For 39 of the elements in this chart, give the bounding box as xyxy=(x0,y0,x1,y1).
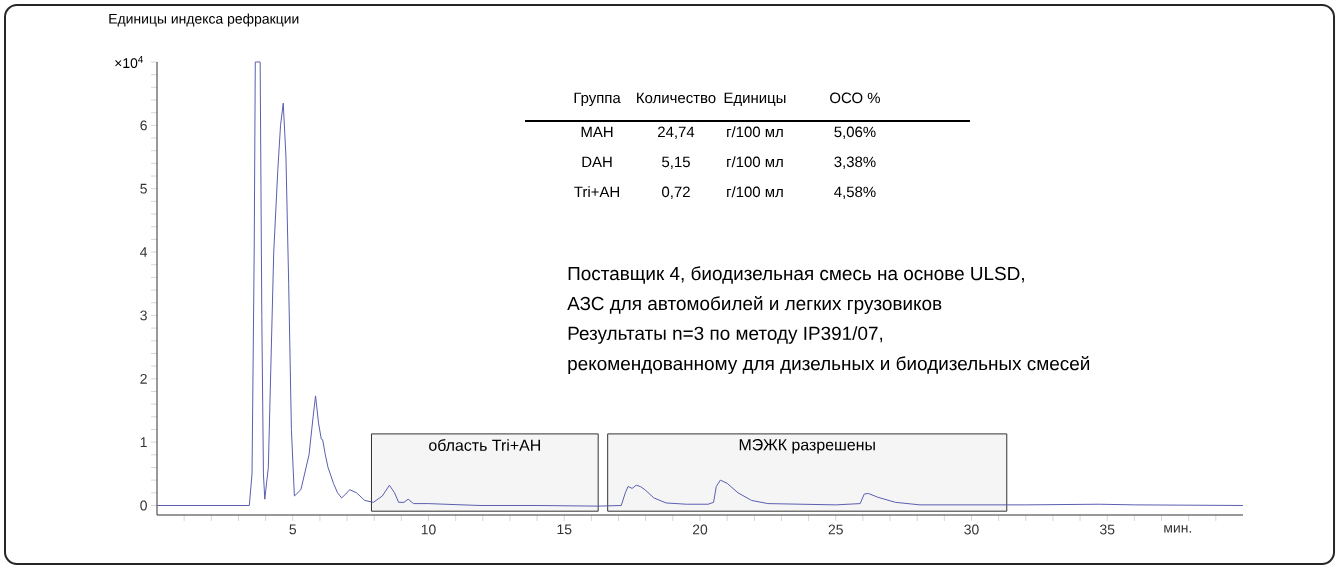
annotation: МАН xyxy=(581,126,613,138)
x-tick-label: 30 xyxy=(964,524,979,535)
annotation: Группа xyxy=(574,92,621,107)
y-tick-label: 4 xyxy=(140,247,148,257)
y-tick-label: 0 xyxy=(140,500,147,511)
y-tick-label: 5 xyxy=(140,183,147,194)
x-axis-title: мин. xyxy=(1164,525,1192,533)
band-label: МЭЖК разрешены xyxy=(739,439,875,454)
annotation: 0,72 xyxy=(662,186,690,199)
annotation: рекомендованному для дизельных и биодизельных смесей xyxy=(568,356,1090,374)
x-tick-label: 25 xyxy=(828,524,843,535)
annotation: 5,06% xyxy=(834,126,876,139)
y-tick-label: 3 xyxy=(140,310,147,321)
x-tick-label: 5 xyxy=(289,524,297,535)
y-tick-label: 2 xyxy=(140,373,147,384)
x-tick-label: 35 xyxy=(1100,524,1115,535)
band-label: область Tri+AH xyxy=(429,439,540,451)
annotation: 4,58% xyxy=(834,186,876,199)
y-axis-title: Единицы индекса рефракции xyxy=(109,13,299,27)
text: ×10$^{4}$ xyxy=(115,55,143,69)
x-tick-label: 10 xyxy=(421,524,436,535)
y-tick-label: 6 xyxy=(140,120,147,131)
annotation: Количество xyxy=(637,92,716,104)
annotation: ОСО % xyxy=(830,92,880,104)
annotation: АЗС для автомобилей и легких грузовиков xyxy=(567,296,942,314)
annotation: г/100 мл xyxy=(727,126,783,138)
annotation: 24,74 xyxy=(658,126,695,139)
annotation: DAH xyxy=(582,156,612,167)
annotation: Результаты n=3 по методу IP391/07, xyxy=(568,326,883,344)
annotation: г/100 мл xyxy=(727,186,783,198)
annotation: г/100 мл xyxy=(727,156,783,168)
annotation: Tri+AH xyxy=(574,186,619,197)
x-tick-label: 20 xyxy=(692,524,708,535)
annotation: Поставщик 4, биодизельная смесь на основе ULSD, xyxy=(568,266,1024,284)
x-tick-label: 15 xyxy=(557,524,572,535)
annotation: 3,38% xyxy=(834,156,876,169)
annotation: 5,15 xyxy=(662,156,690,169)
annotation: Единицы xyxy=(724,92,786,106)
y-tick-label: 1 xyxy=(140,437,147,447)
